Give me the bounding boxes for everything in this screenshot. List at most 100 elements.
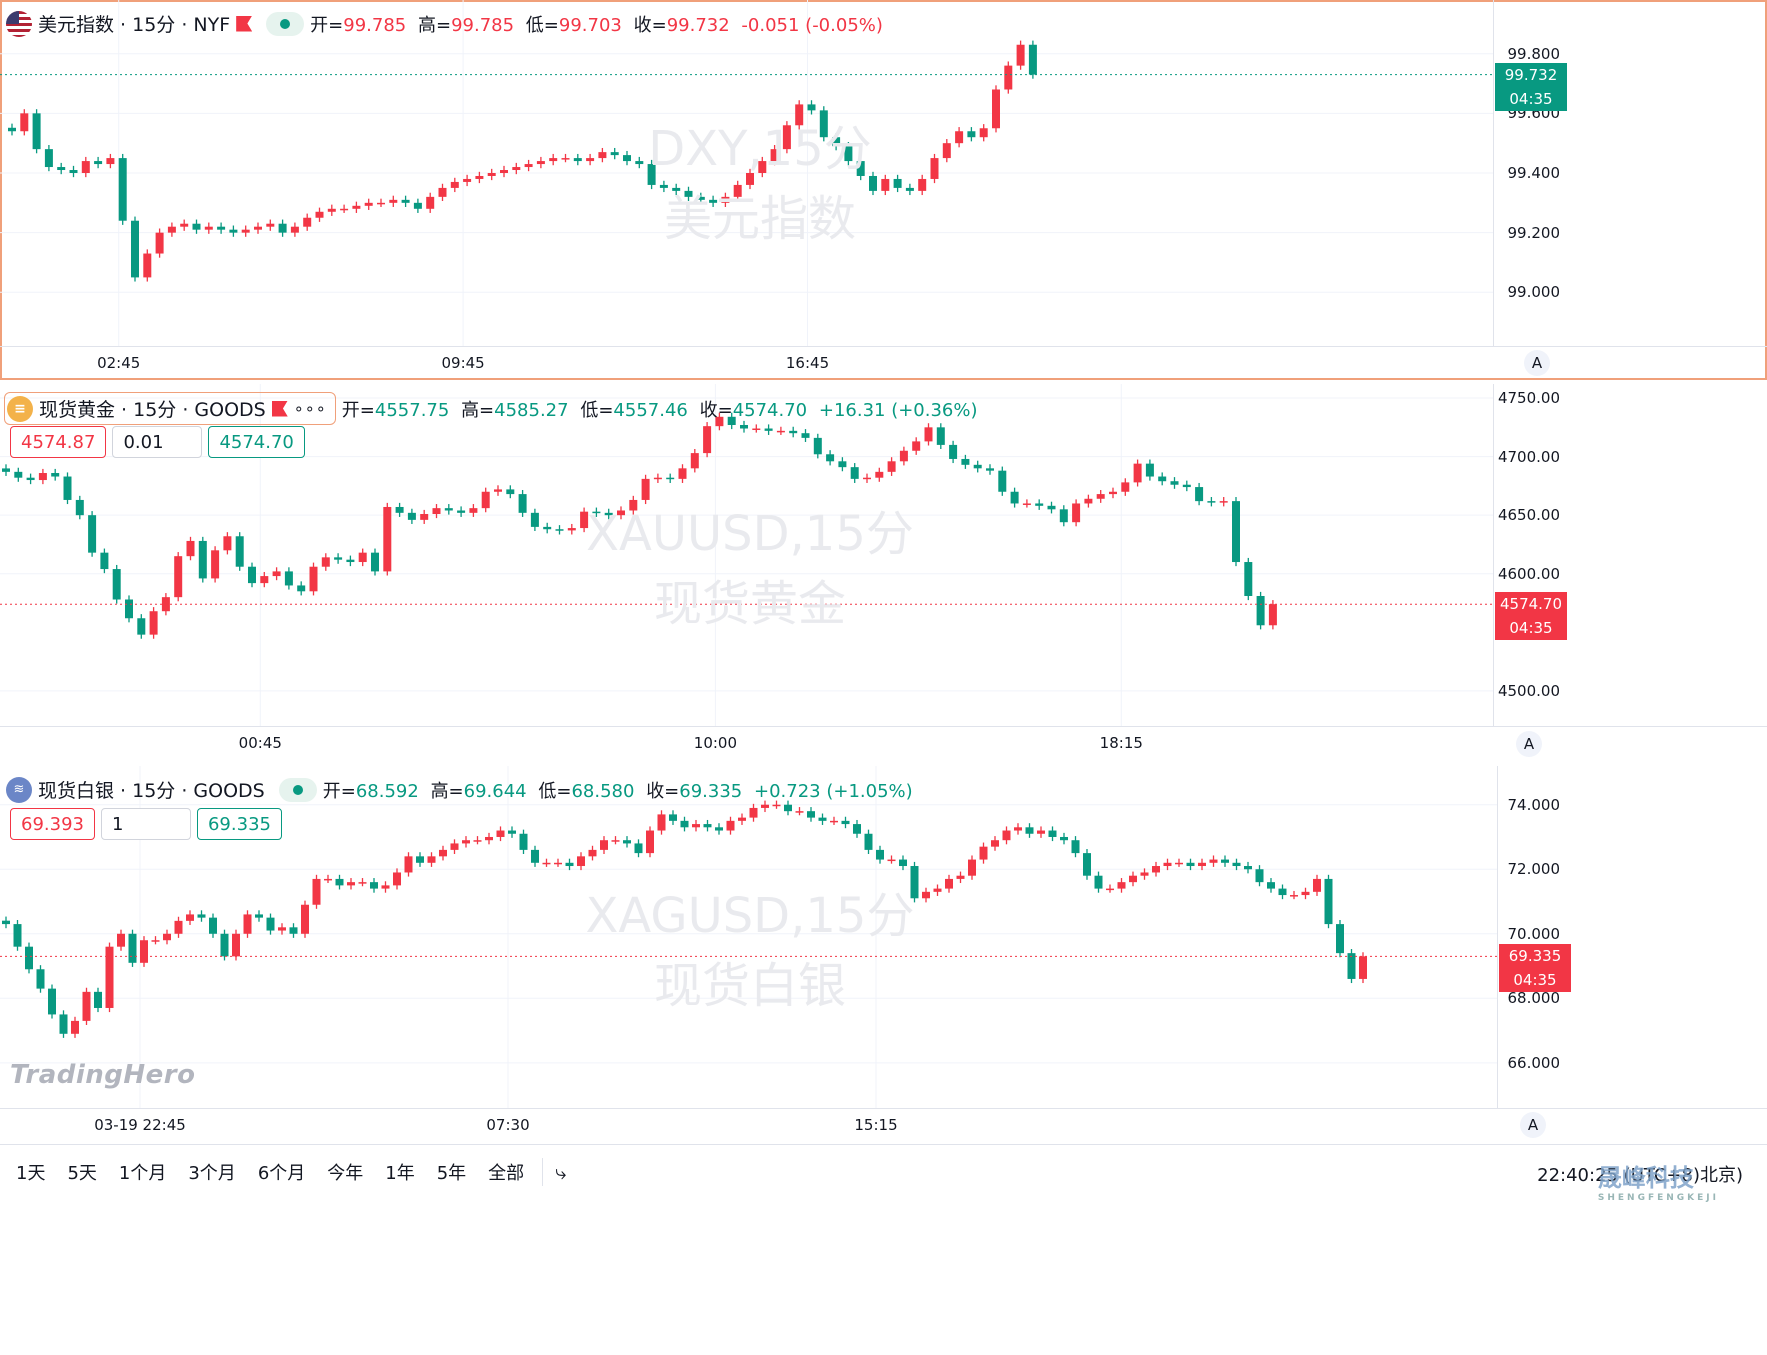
candle — [432, 504, 441, 519]
time-tick: 03-19 22:45 — [94, 1116, 186, 1134]
gold-sell-button[interactable]: 4574.87 — [10, 426, 107, 458]
candle — [761, 800, 769, 813]
last-price-label: 69.335 04:35 — [1499, 944, 1571, 993]
silver-legend: ≋ 现货白银 · 15分 · GOODS 开=68.592 高=69.644 低… — [4, 774, 919, 805]
gold-order-panel: 4574.87 0.01 4574.70 — [10, 426, 305, 458]
silver-price-axis[interactable]: 74.000 72.000 70.000 68.000 66.000 69.335 04:3… — [1497, 766, 1571, 1108]
gold-buy-button[interactable]: 4574.70 — [208, 426, 305, 458]
candle — [180, 219, 189, 231]
silver-symbol-box[interactable]: ≋ 现货白银 · 15分 · GOODS — [4, 774, 273, 805]
candle — [94, 987, 102, 1013]
candle — [404, 852, 413, 877]
gold-symbol[interactable]: 现货黄金 · 15分 · GOODS — [39, 399, 266, 421]
candle — [961, 454, 970, 469]
dxy-pane[interactable]: DXY,15分 美元指数 美元指数 · 15分 · NYF 开=99.785 高=… — [0, 0, 1767, 380]
candle — [358, 878, 367, 887]
candle — [669, 810, 677, 825]
silver-symbol[interactable]: 现货白银 · 15分 · GOODS — [38, 780, 265, 802]
flag-marker-icon[interactable] — [271, 400, 288, 417]
candle — [853, 819, 861, 838]
candle — [807, 100, 816, 115]
silver-plot[interactable] — [0, 766, 1767, 1108]
candle — [364, 198, 373, 210]
candle — [88, 511, 97, 557]
candle — [844, 142, 853, 166]
range-0[interactable]: 1天 — [16, 1163, 46, 1184]
dxy-plot[interactable] — [0, 0, 1767, 346]
candle — [278, 219, 287, 237]
range-3[interactable]: 3个月 — [188, 1163, 236, 1184]
range-4[interactable]: 6个月 — [257, 1163, 306, 1184]
candle — [555, 525, 564, 535]
candle — [758, 156, 767, 178]
candle — [795, 807, 804, 816]
candle — [1121, 478, 1130, 496]
candle — [749, 803, 758, 822]
candle — [334, 553, 343, 564]
bar-countdown: 04:35 — [1509, 619, 1553, 638]
range-7[interactable]: 5年 — [436, 1163, 467, 1184]
candle — [930, 153, 939, 184]
flag-marker-icon[interactable] — [236, 15, 253, 32]
gold-quantity-input[interactable]: 0.01 — [112, 426, 203, 458]
candle — [266, 219, 275, 231]
gold-price-axis[interactable]: 4750.00 4700.00 4650.00 4600.00 4500.00 4574.… — [1493, 384, 1568, 726]
candle — [887, 855, 896, 864]
candle — [598, 147, 607, 163]
candle — [312, 874, 321, 909]
gold-time-axis[interactable]: 00:45 10:00 18:15 — [0, 726, 1767, 763]
candle — [738, 813, 746, 825]
candle — [266, 913, 275, 935]
dxy-price-axis[interactable]: 99.800 99.600 99.400 99.200 99.000 99.732 04:3… — [1493, 0, 1568, 346]
candle — [416, 852, 424, 867]
silver-sell-button[interactable]: 69.393 — [10, 808, 95, 840]
gold-auto-scale-button[interactable]: A — [1516, 731, 1542, 757]
candle — [496, 826, 505, 842]
dxy-symbol[interactable]: 美元指数 · 15分 · NYF — [38, 14, 231, 36]
silver-auto-scale-button[interactable]: A — [1520, 1112, 1546, 1138]
candle — [715, 823, 723, 835]
range-8[interactable]: 全部 — [488, 1163, 525, 1184]
candle — [155, 228, 164, 258]
candle — [303, 213, 312, 231]
candle — [346, 555, 355, 567]
more-icon[interactable]: ∘∘∘ — [293, 399, 327, 418]
range-6[interactable]: 1年 — [385, 1163, 415, 1184]
range-5[interactable]: 今年 — [327, 1163, 364, 1184]
dxy-time-axis[interactable]: 02:45 09:45 16:45 — [0, 346, 1767, 381]
gold-pane[interactable]: XAUUSD,15分 现货黄金 ≡ 现货黄金 · 15分 · GOODS ∘∘∘ … — [0, 384, 1767, 762]
market-status-icon[interactable] — [266, 11, 305, 36]
silver-buy-button[interactable]: 69.335 — [196, 808, 282, 840]
candle — [255, 910, 263, 922]
market-status-icon[interactable] — [278, 777, 317, 802]
last-price-value: 99.732 — [1504, 65, 1558, 84]
range-1[interactable]: 5天 — [67, 1163, 97, 1184]
dxy-symbol-box[interactable]: 美元指数 · 15分 · NYF — [4, 8, 260, 39]
candle — [1232, 497, 1240, 567]
candle — [936, 423, 945, 450]
candle — [112, 564, 121, 604]
gold-symbol-box[interactable]: ≡ 现货黄金 · 15分 · GOODS ∘∘∘ — [4, 392, 336, 425]
candle — [426, 192, 435, 213]
silver-quantity-input[interactable]: 1 — [100, 808, 191, 840]
candle — [764, 424, 773, 435]
goto-date-icon[interactable]: ⤷ — [555, 1160, 567, 1184]
candle — [554, 858, 562, 867]
range-2[interactable]: 1个月 — [118, 1163, 167, 1184]
silver-pane[interactable]: XAGUSD,15分 现货白银 ≋ 现货白银 · 15分 · GOODS 开=68… — [0, 766, 1767, 1142]
toolbar-divider — [542, 1158, 544, 1186]
candle — [709, 195, 718, 207]
candle — [13, 919, 22, 951]
silver-time-axis[interactable]: 03-19 22:45 07:30 15:15 — [0, 1108, 1767, 1143]
candle — [38, 468, 47, 485]
candle — [75, 495, 84, 520]
silver-icon: ≋ — [6, 776, 32, 803]
dxy-auto-scale-button[interactable]: A — [1524, 350, 1550, 376]
candle — [82, 987, 91, 1025]
candle — [610, 147, 619, 160]
candle — [272, 567, 281, 581]
candle — [955, 127, 964, 148]
timezone-clock[interactable]: 22:40:25 (UTC+8)北京) — [1537, 1165, 1743, 1186]
candle — [979, 124, 988, 142]
candle — [721, 192, 730, 207]
